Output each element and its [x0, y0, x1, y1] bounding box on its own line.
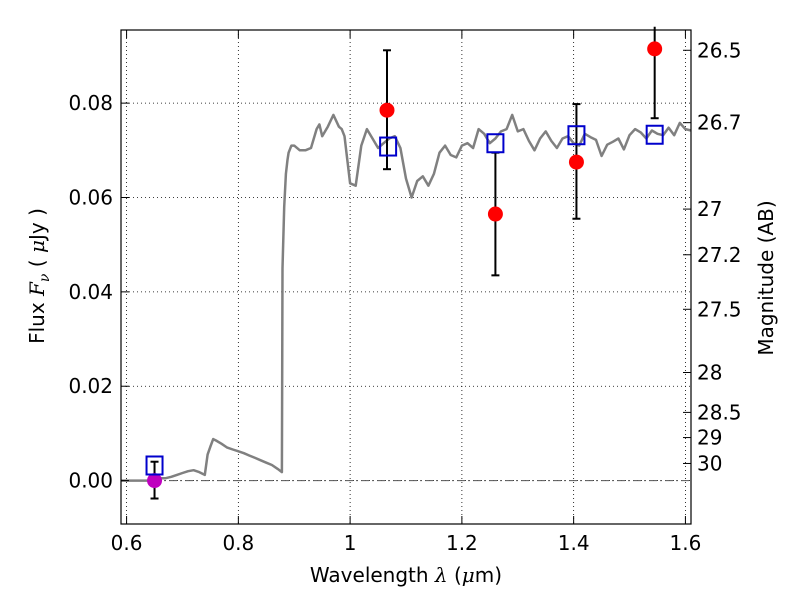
- y2-tick-label: 30: [697, 451, 722, 475]
- x-tick-label: 0.8: [222, 531, 254, 555]
- x-tick-label: 1.4: [558, 531, 590, 555]
- model-photometry-square: [486, 133, 505, 154]
- x-tick-labels: 0.6 0.8 1 1.2 1.4 1.6: [111, 531, 702, 555]
- y-tick-label: 0.06: [68, 185, 113, 209]
- y2-tick-label: 27.5: [697, 297, 742, 321]
- y2-tick-label: 28.5: [697, 400, 742, 424]
- y-tick-label: 0.02: [68, 374, 113, 398]
- y-tick-label: 0.08: [68, 91, 113, 115]
- photometry-point: [379, 102, 395, 118]
- model-photometry-squares: [145, 124, 664, 476]
- y2-tick-label: 28: [697, 361, 722, 385]
- y2-tick-label: 27: [697, 197, 722, 221]
- limit-point: [147, 473, 163, 489]
- photometry-points: [147, 41, 663, 489]
- model-photometry-square: [567, 125, 586, 146]
- y-tick-label: 0.00: [68, 469, 113, 493]
- x-tick-label: 1: [344, 531, 357, 555]
- y2-tick-label: 27.2: [697, 243, 742, 267]
- y-axis-title: Flux Fν ( μJy ): [25, 208, 53, 344]
- x-tick-label: 0.6: [111, 531, 143, 555]
- model-photometry-square: [645, 124, 664, 145]
- model-photometry-square: [379, 136, 398, 157]
- plot-frame: [120, 29, 692, 525]
- model-photometry-square: [145, 455, 164, 476]
- y2-tick-label: 26.7: [697, 111, 742, 135]
- photometry-point: [647, 41, 663, 57]
- y-tick-label: 0.04: [68, 280, 113, 304]
- y2-axis-title: Magnitude (AB): [754, 200, 778, 355]
- y2-tick-label: 26.5: [697, 38, 742, 62]
- photometry-point: [568, 154, 584, 170]
- y2-tick-label: 29: [697, 426, 722, 450]
- axis-ticks: [121, 30, 691, 524]
- y-tick-labels: 0.00 0.02 0.04 0.06 0.08: [68, 91, 113, 492]
- x-axis-title: Wavelength λ (μm): [310, 563, 502, 587]
- photometry-point: [487, 206, 503, 222]
- x-tick-label: 1.2: [446, 531, 478, 555]
- x-tick-label: 1.6: [670, 531, 702, 555]
